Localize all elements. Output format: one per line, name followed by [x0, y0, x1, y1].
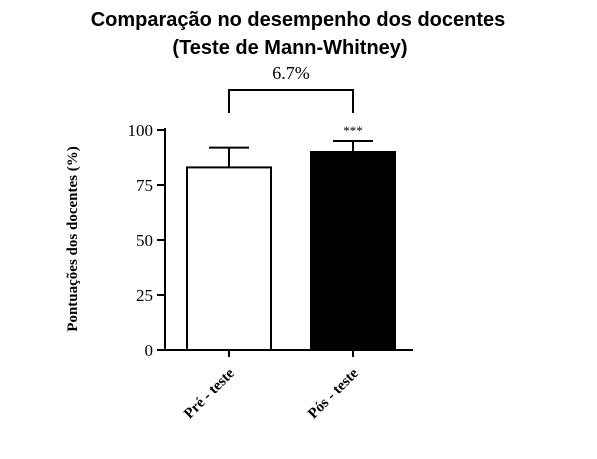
chart-title: Comparação no desempenho dos docentes — [91, 9, 506, 31]
comparison-bracket: 6.7% — [228, 63, 354, 113]
y-tick-label: 100 — [128, 121, 154, 140]
bar-pre-teste — [186, 166, 272, 351]
comparison-label: 6.7% — [272, 63, 310, 83]
bar-pos-teste — [310, 151, 396, 351]
y-tick-label: 75 — [136, 176, 153, 195]
y-tick-label: 25 — [136, 286, 153, 305]
y-ticks: 0 25 50 75 100 — [128, 121, 165, 360]
significance-stars: *** — [343, 123, 363, 138]
y-axis-label: Pontuações dos docentes (%) — [65, 146, 81, 331]
comparison-bracket-line — [228, 89, 354, 113]
y-tick-label: 50 — [136, 231, 153, 250]
x-category-label: Pré - teste — [181, 365, 238, 422]
bars-group — [186, 140, 396, 351]
chart-subtitle: (Teste de Mann-Whitney) — [172, 37, 407, 59]
x-category-label: Pós - teste — [305, 365, 362, 422]
x-category-labels: Pré - teste Pós - teste — [181, 350, 362, 422]
y-tick-label: 0 — [145, 341, 154, 360]
